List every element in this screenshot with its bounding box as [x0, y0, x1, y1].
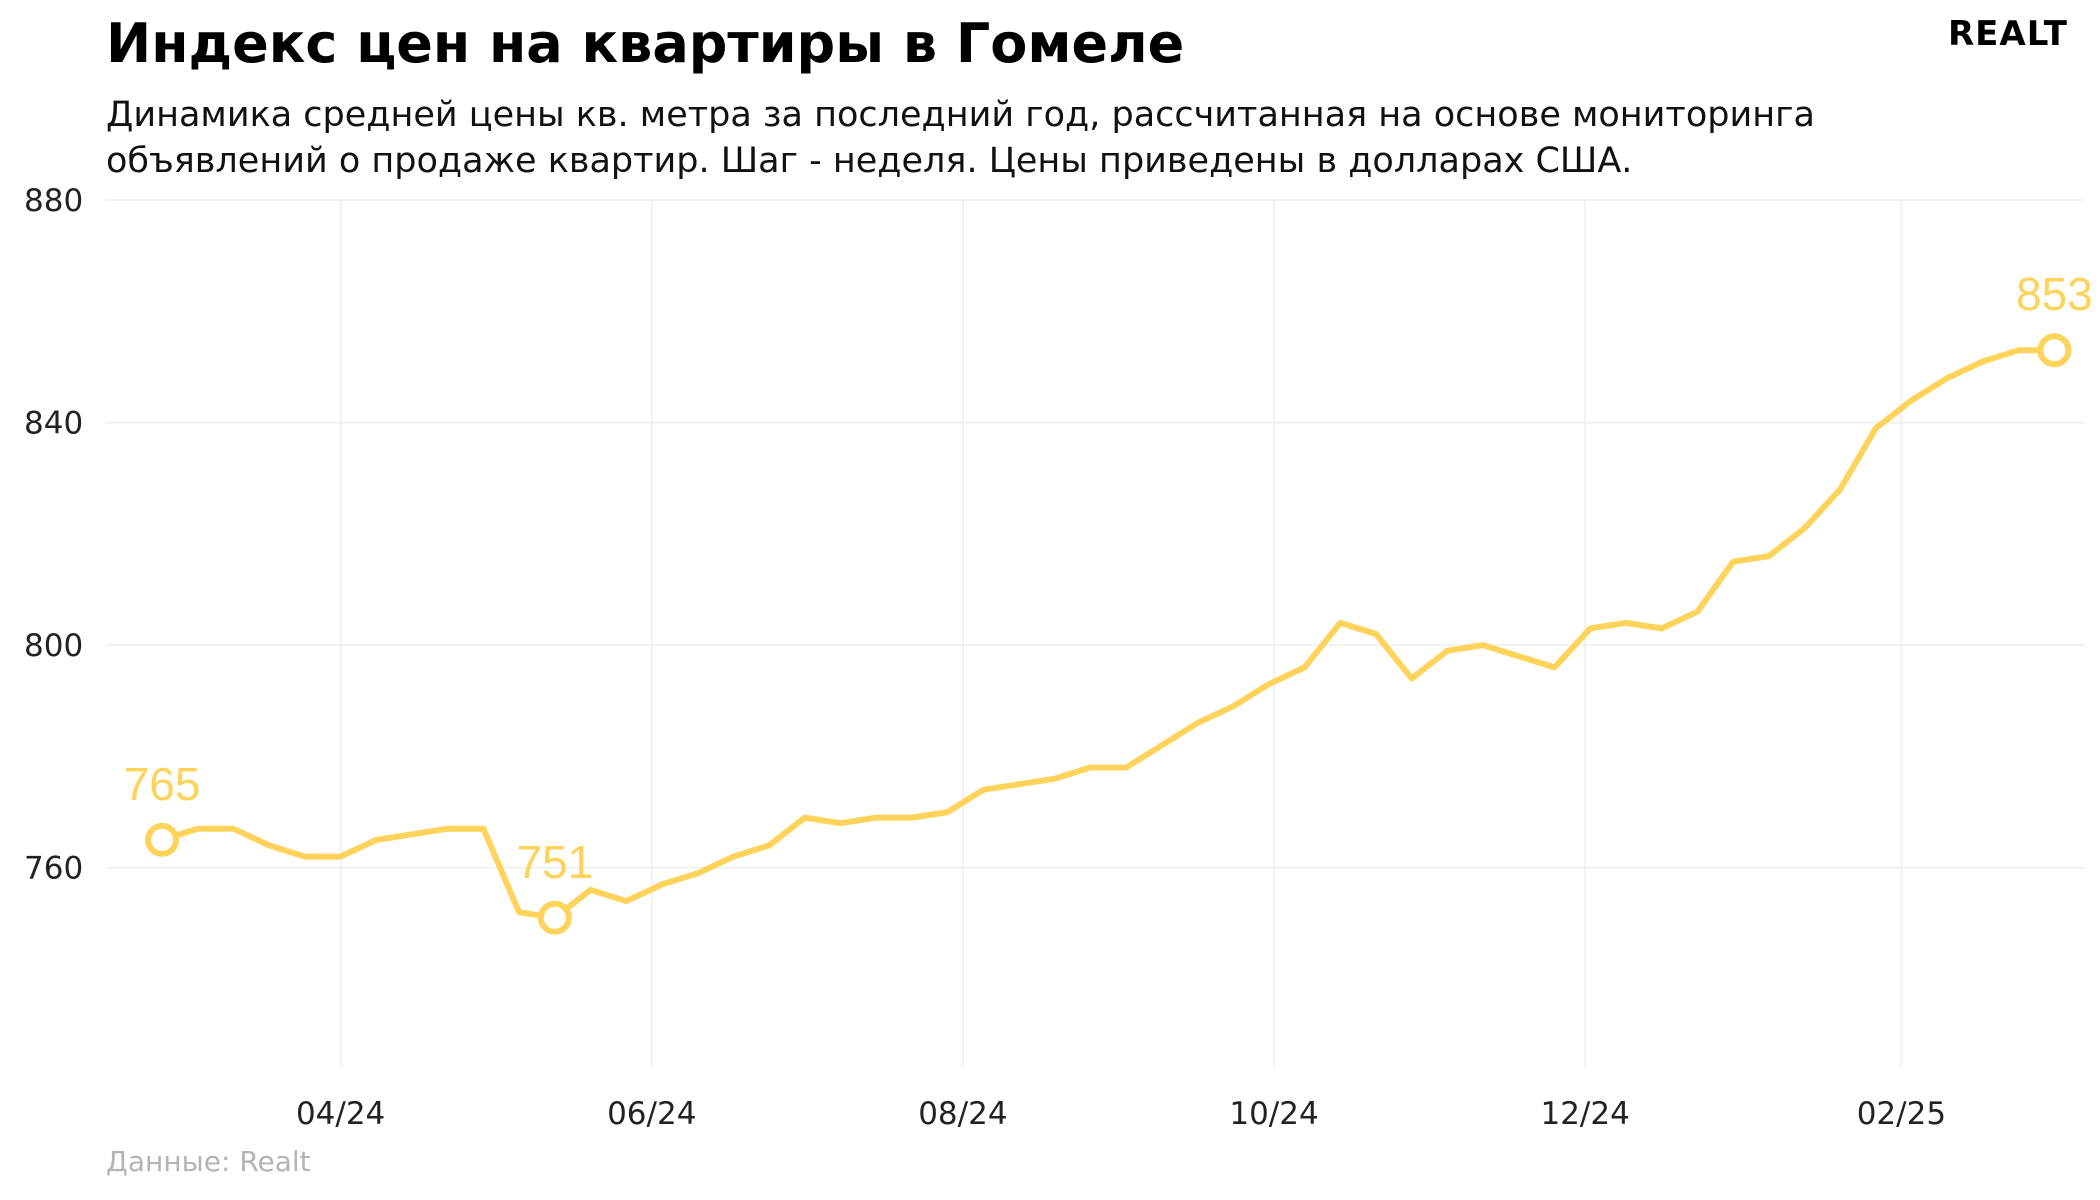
highlight-marker [145, 822, 180, 857]
annotations: 765 751 853 [124, 268, 2093, 935]
chart-title: Индекс цен на квартиры в Гомеле [106, 12, 1185, 75]
data-label: 751 [516, 836, 593, 888]
y-tick-label: 880 [24, 183, 83, 219]
x-tick-label: 04/24 [296, 1096, 385, 1132]
y-tick-label: 840 [24, 406, 83, 442]
grid [106, 199, 2085, 1068]
x-tick-label: 06/24 [607, 1096, 696, 1132]
x-tick-label: 10/24 [1229, 1096, 1318, 1132]
y-tick-label: 760 [24, 851, 83, 887]
data-label: 765 [124, 758, 201, 810]
y-tick-label: 800 [24, 628, 83, 664]
highlight-marker [537, 900, 572, 935]
data-points [159, 347, 2057, 921]
data-source: Данные: Realt [106, 1145, 311, 1178]
price-index-line [159, 347, 2058, 921]
x-tick-label: 12/24 [1540, 1096, 1629, 1132]
y-axis-labels: 760 800 840 880 [24, 183, 83, 887]
data-label: 853 [2016, 268, 2093, 320]
x-tick-label: 02/25 [1857, 1096, 1946, 1132]
x-axis-labels: 04/24 06/24 08/24 10/24 12/24 02/25 [296, 1096, 1946, 1132]
x-tick-label: 08/24 [918, 1096, 1007, 1132]
chart-subtitle: Динамика средней цены кв. метра за после… [106, 95, 1815, 181]
highlight-marker [2037, 333, 2072, 368]
realt-logo[interactable]: REALT [1948, 14, 2068, 54]
